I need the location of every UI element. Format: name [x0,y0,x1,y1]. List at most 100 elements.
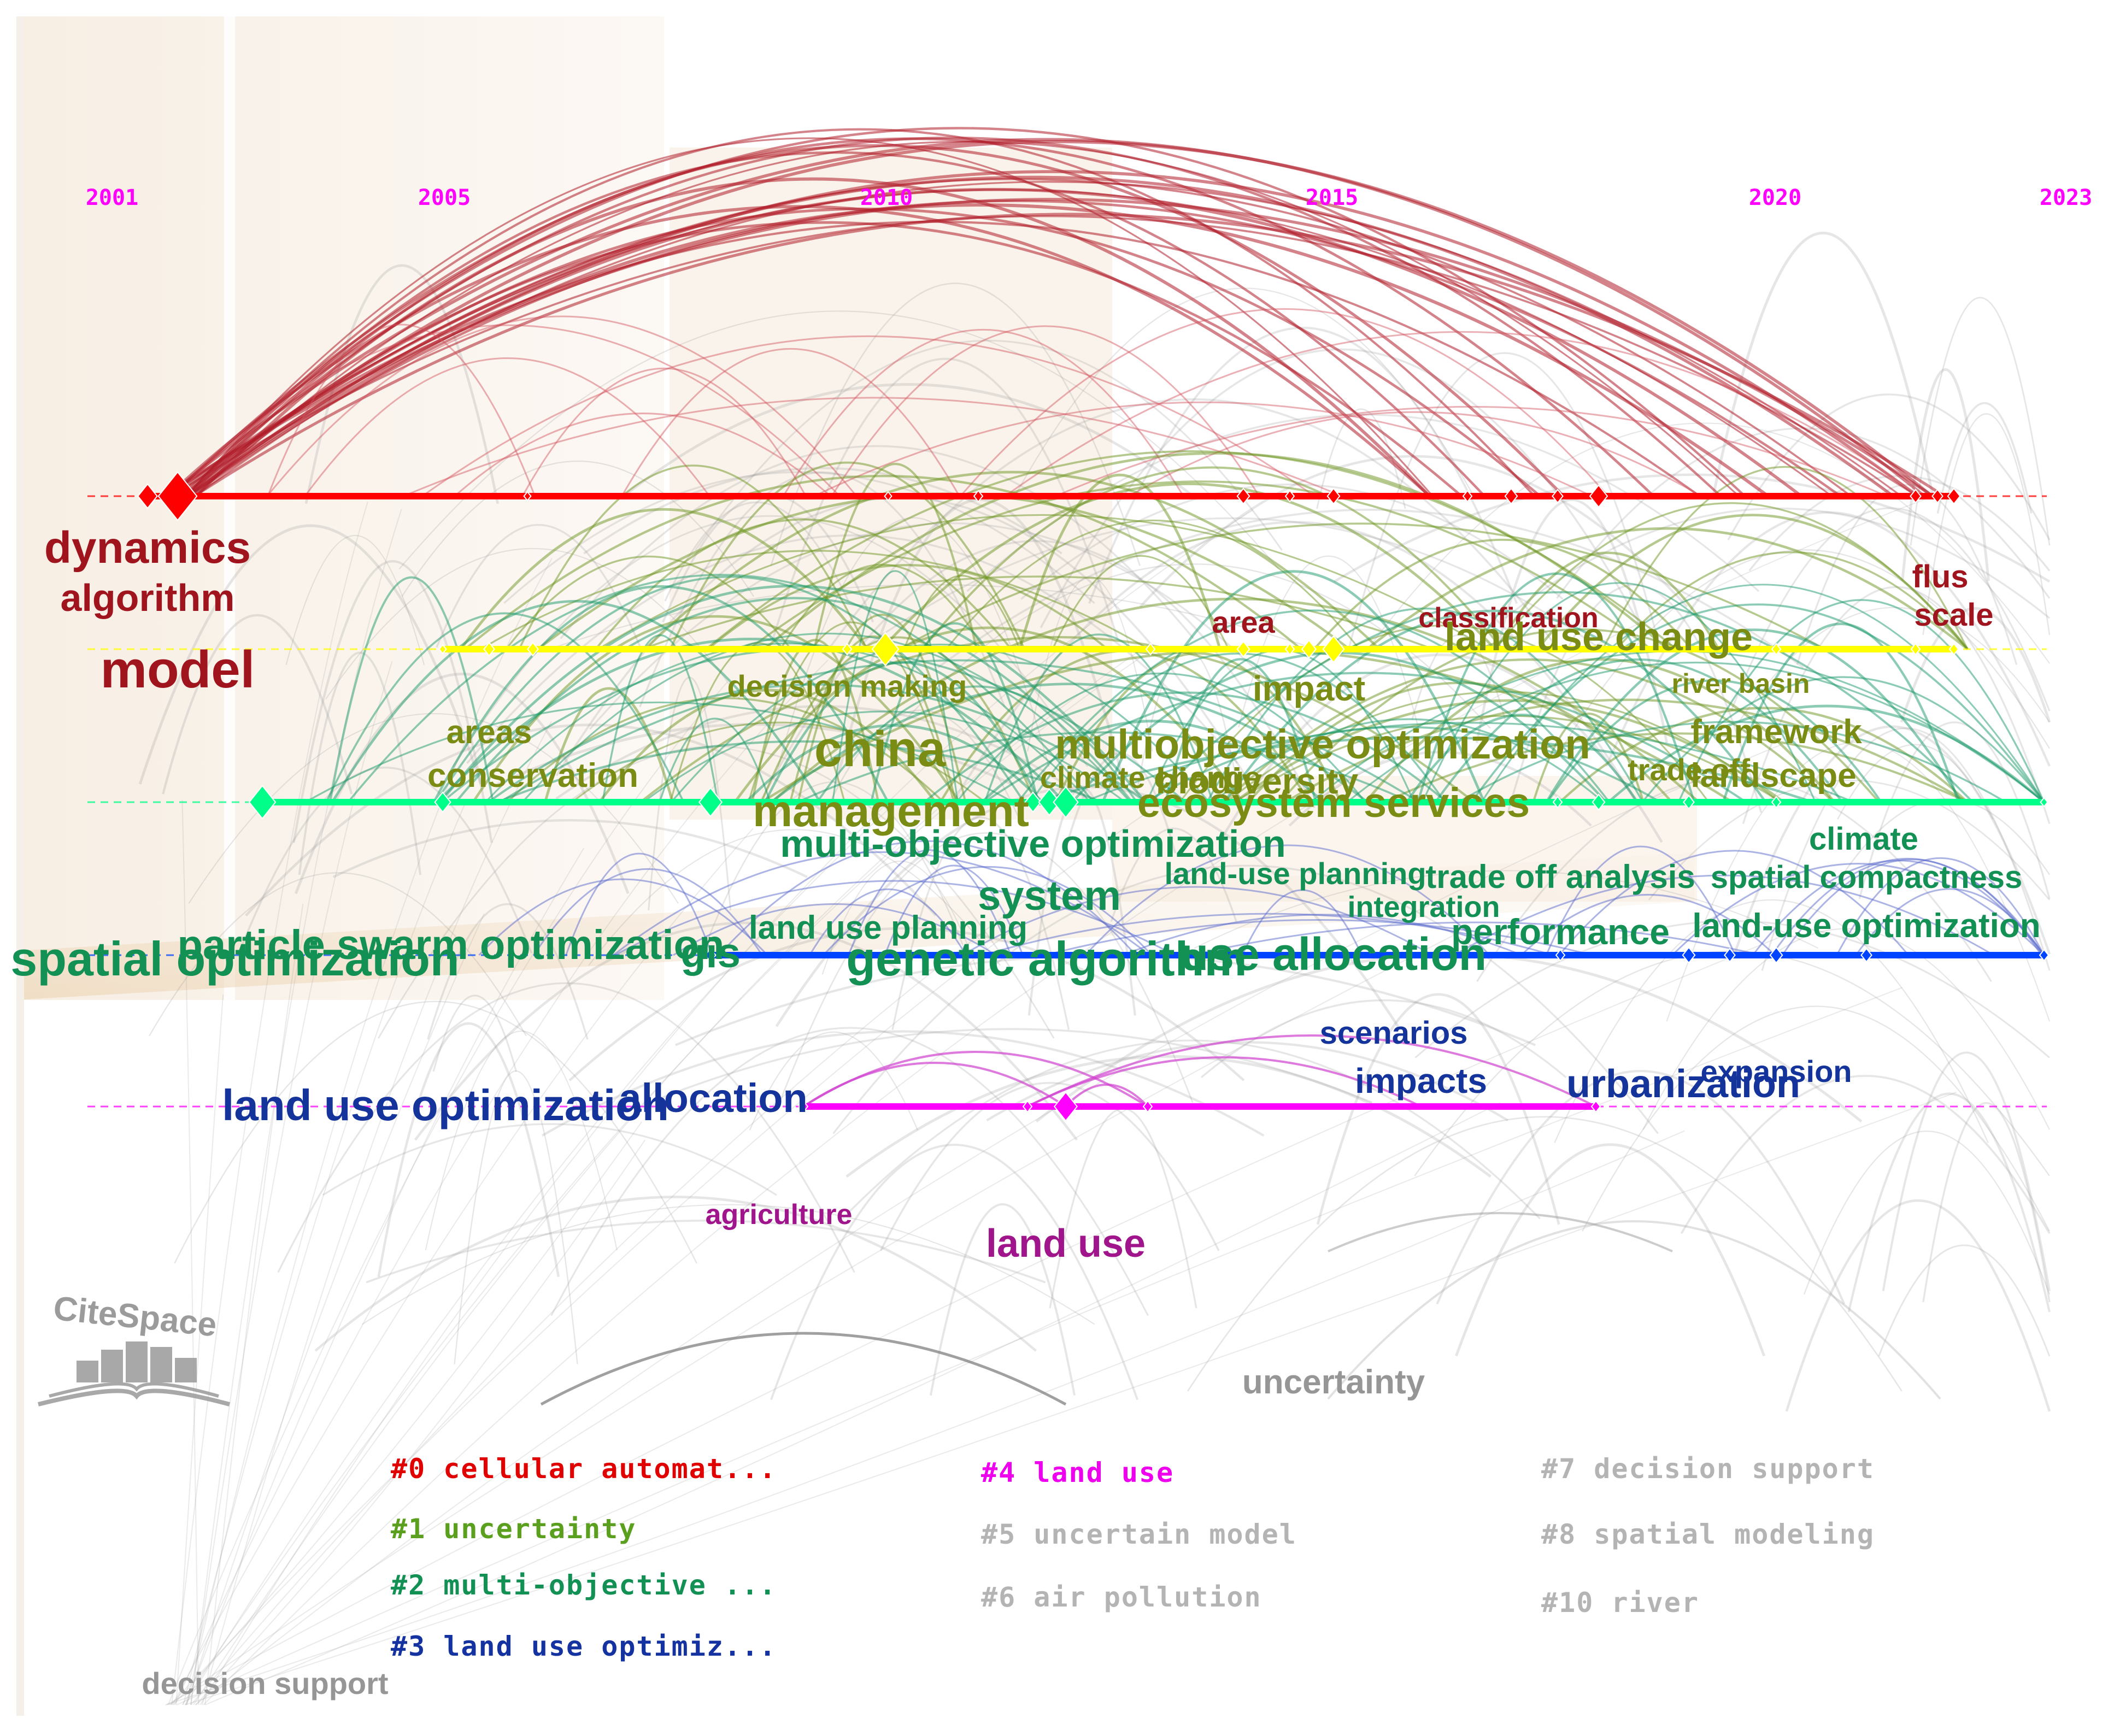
keyword-labels: dynamics algorithm model flus scale clas… [10,523,2040,1700]
citation-link [186,137,1434,497]
citation-link [205,1102,1501,1705]
keyword-node [842,643,853,656]
keyword-node [1555,949,1566,962]
year-label: 2005 [418,185,471,210]
keyword-nodes [137,471,2050,1122]
citation-link [1677,599,2045,803]
citation-link [751,639,880,803]
citation-link [193,645,1147,1705]
keyword-node [1948,643,1959,656]
keyword-node [1284,490,1295,503]
citation-link [488,683,1147,803]
citation-link [1615,551,1969,650]
keyword-label: classification [1418,602,1598,634]
citation-link [821,861,979,975]
keyword-label: landscape [1690,757,1856,795]
citation-link [168,933,1458,1705]
citation-link [649,1028,1373,1104]
citation-link [1206,608,1644,803]
citation-link [180,137,1722,497]
citation-link [831,325,1260,497]
citation-link [460,508,869,650]
legend-item: #6 air pollution [981,1581,1262,1613]
citation-link [464,475,1302,650]
citation-link [1406,714,1639,803]
citation-link [707,564,1108,650]
citation-link [669,461,1026,650]
keyword-node [1552,489,1564,504]
citation-link [1327,1220,1941,1400]
citation-link [175,994,224,1705]
year-label: 2015 [1306,185,1358,210]
keyword-label: land use change [1445,615,1753,659]
citation-link [1582,1005,2051,1232]
citation-link [1922,1102,2051,1303]
citation-link [439,585,1147,803]
citation-link [187,144,1565,497]
citation-link [1730,507,2051,711]
citation-link [1364,658,1836,803]
citation-link [277,982,855,1273]
keyword-label: use allocation [1181,928,1487,980]
keyword-node [1022,1100,1033,1113]
citation-link [624,383,1193,496]
citation-link [981,720,1324,803]
citation-link [401,460,755,597]
keyword-label: model [101,640,255,699]
citation-link [540,1332,1067,1406]
citation-link [193,213,1946,498]
citation-link [1648,779,2051,901]
cluster-legend: #0 cellular automat... #1 uncertainty #2… [391,1453,1875,1662]
legend-item: #7 decision support [1541,1453,1875,1485]
citation-link [1520,894,1776,956]
keyword-node [1769,946,1783,964]
keyword-label: trade off analysis [1425,858,1695,895]
citation-link [770,283,1141,566]
citation-link [170,921,1023,1705]
keyword-node [137,483,158,509]
citation-link [1558,850,1910,956]
citation-link [929,1203,1076,1396]
citation-link [434,575,1025,803]
citation-link [880,482,1496,650]
citation-link [695,339,1283,551]
citation-link [814,401,1593,497]
keyword-node [1910,643,1921,656]
keyword-node [1053,1091,1078,1122]
citation-link [1545,628,1963,803]
citation-link [267,323,536,497]
keyword-label: trade off [1628,752,1750,787]
keyword-node [438,644,447,655]
keyword-node [1284,643,1295,656]
keyword-label: management [753,786,1029,836]
citation-link [425,1031,618,1251]
citation-link [921,466,1504,650]
citation-link [314,1196,1037,1352]
citation-link [454,413,831,497]
keyword-node [157,471,198,521]
keyword-node [1683,795,1695,810]
keyword-node [1504,487,1518,505]
citation-link [1434,658,1843,803]
keyword-label: framework [1690,713,1862,751]
keyword-node [1860,948,1872,963]
citation-link [166,138,1925,498]
citation-link [204,904,304,1705]
citation-link [550,1027,1149,1316]
keyword-node [704,948,717,963]
citation-link [1554,899,1989,1143]
citation-link [1532,713,1645,803]
keyword-label: particle swarm optimization [178,922,725,968]
citation-link [298,651,422,875]
citation-link [138,524,483,785]
citation-link [832,570,959,803]
legend-item: #3 land use optimiz... [391,1631,777,1662]
keyword-node [1236,640,1250,658]
citation-link [174,324,841,497]
citation-link [1455,1143,1766,1357]
citation-link [454,1070,578,1364]
citation-link [186,913,485,1705]
citation-link [1084,844,1490,956]
citation-link [1226,691,1781,803]
keyword-label: impact [1253,669,1365,708]
